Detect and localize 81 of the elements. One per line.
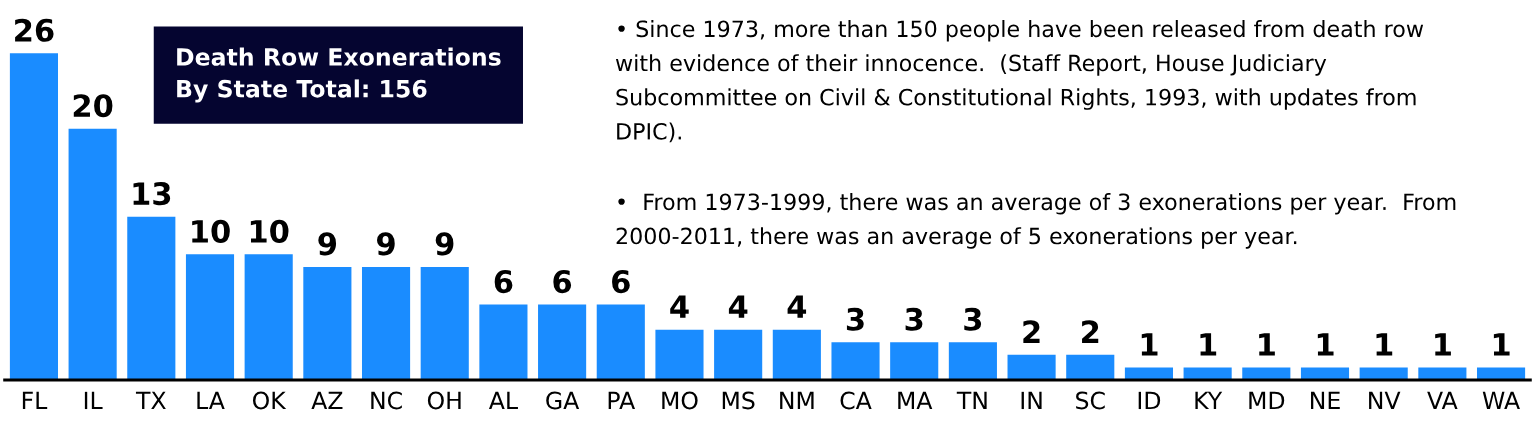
bar	[714, 329, 763, 380]
bar	[1124, 367, 1174, 380]
data-label: 2	[1023, 320, 1040, 343]
bar	[1066, 354, 1115, 380]
bar	[890, 342, 939, 380]
bar	[772, 329, 821, 380]
x-tick-label: GA	[546, 391, 580, 410]
x-tick-label: KY	[1195, 391, 1223, 410]
bar	[420, 266, 469, 380]
annotation: • Since 1973, more than 150 people have been released from death row with evidence of their innocence. (Staff Report, House Judiciary Subcommittee on Civil & Constitutional Rights, 1993, with updates from DPIC).	[615, 20, 1424, 143]
x-tick-label: SC	[1076, 391, 1105, 410]
x-tick-label: FL	[22, 391, 48, 410]
bar	[1183, 367, 1232, 380]
x-tick-label: AZ	[311, 391, 343, 410]
x-tick-label: VA	[1427, 391, 1458, 410]
data-label: 10	[192, 219, 230, 243]
x-tick-label: NC	[371, 391, 402, 410]
bar	[596, 304, 645, 380]
data-label: 9	[377, 232, 395, 256]
data-label: 20	[73, 94, 113, 118]
annotation: • From 1973-1999, there was an average of 3 exonerations per year. From 2000-2011, there was an average of 5 exonerations per year.	[616, 193, 1456, 249]
data-label: 1	[1376, 333, 1393, 356]
bar	[1300, 367, 1350, 380]
bar	[831, 342, 880, 380]
data-label: 1	[1259, 333, 1275, 356]
chart-title: Death Row Exonerations By State Total: 156	[177, 47, 501, 103]
bar	[1242, 367, 1291, 380]
bar	[538, 304, 587, 380]
data-label: 4	[787, 295, 807, 318]
data-label: 10	[250, 219, 289, 243]
data-label: 9	[435, 232, 454, 256]
data-label: 1	[1493, 333, 1510, 356]
bar	[1359, 367, 1408, 380]
data-label: 1	[1317, 333, 1334, 356]
x-tick-label: IN	[1021, 391, 1042, 410]
bar	[361, 266, 411, 380]
x-tick-label: PA	[608, 391, 636, 410]
data-label: 6	[494, 270, 513, 294]
x-tick-label: NE	[1311, 391, 1340, 410]
data-label: 1	[1141, 333, 1158, 356]
data-label: 1	[1435, 333, 1451, 356]
bar	[1476, 367, 1526, 380]
data-label: 4	[670, 295, 689, 318]
x-tick-label: MO	[662, 391, 698, 410]
data-label: 26	[15, 18, 54, 42]
x-tick-label: AL	[488, 391, 518, 410]
x-tick-label: NV	[1369, 391, 1401, 410]
bar	[948, 342, 997, 380]
bar	[185, 254, 235, 380]
bar	[303, 266, 352, 380]
x-tick-label: LA	[197, 391, 225, 410]
data-label: 3	[905, 307, 923, 331]
x-tick-label: MD	[1249, 391, 1285, 410]
x-tick-label: ID	[1138, 391, 1161, 410]
x-tick-label: OH	[427, 391, 461, 410]
x-tick-label: IL	[84, 391, 103, 410]
x-tick-label: CA	[840, 391, 872, 410]
bar	[127, 216, 176, 380]
data-label: 9	[318, 232, 337, 256]
x-tick-label: OK	[252, 391, 287, 410]
bar	[479, 304, 528, 380]
x-tick-label: NM	[780, 391, 814, 410]
data-label: 4	[728, 295, 748, 318]
data-label: 1	[1200, 333, 1217, 356]
x-tick-label: TN	[956, 391, 987, 410]
data-label: 3	[846, 307, 864, 331]
x-tick-label: TX	[135, 391, 166, 410]
bar	[68, 128, 117, 380]
data-label: 3	[964, 307, 982, 331]
bar	[9, 53, 59, 380]
x-tick-label: MS	[722, 391, 755, 410]
bar	[1418, 367, 1467, 380]
bar	[655, 329, 704, 380]
x-tick-label: WA	[1482, 391, 1520, 410]
x-tick-label: MA	[898, 391, 933, 410]
data-label: 2	[1082, 320, 1099, 343]
data-label: 13	[133, 182, 171, 206]
bar	[1007, 354, 1056, 380]
data-label: 6	[553, 270, 572, 294]
data-label: 6	[612, 270, 630, 294]
bar	[244, 254, 293, 380]
